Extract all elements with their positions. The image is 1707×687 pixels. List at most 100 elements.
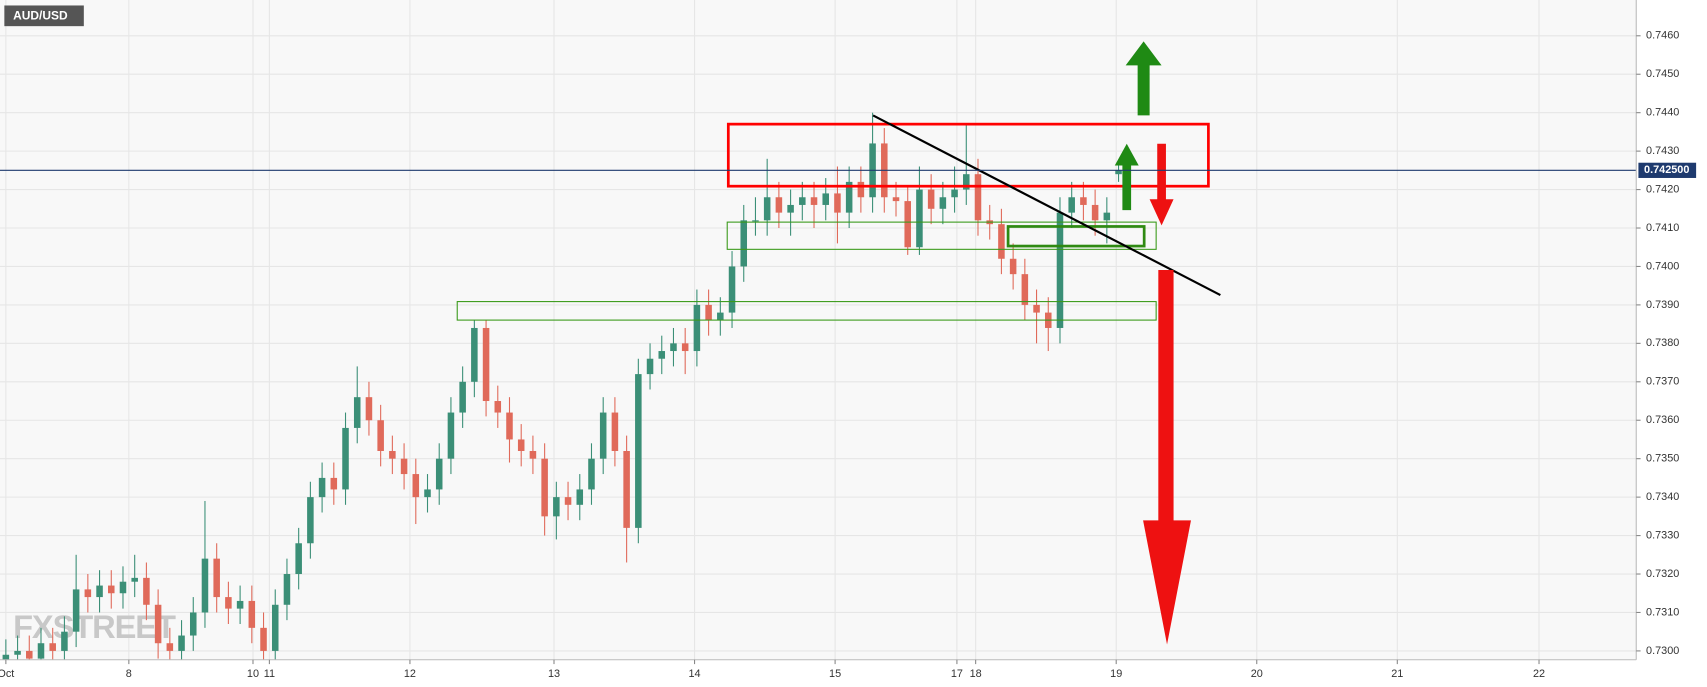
- candle-body: [201, 558, 209, 613]
- candle-body: [447, 412, 455, 459]
- x-tick-label: 14: [688, 668, 700, 680]
- last-price-label: 0.742500: [1644, 164, 1689, 176]
- y-tick-label: 0.7330: [1646, 529, 1679, 541]
- candle-body: [599, 412, 607, 459]
- candle-body: [14, 650, 21, 655]
- y-tick-label: 0.7360: [1646, 414, 1679, 426]
- candle-body: [693, 304, 701, 352]
- candle-body: [951, 189, 958, 198]
- candle-body: [295, 543, 302, 575]
- arrow-up-large: [1125, 41, 1162, 116]
- candle-body: [822, 193, 829, 205]
- candle-body: [517, 439, 525, 451]
- candle-body: [752, 220, 759, 222]
- chart-title: AUD/USD: [13, 9, 68, 23]
- y-tick-label: 0.7410: [1646, 222, 1679, 234]
- candle-body: [705, 304, 712, 321]
- arrow-down-small: [1149, 143, 1174, 226]
- candle-body: [330, 477, 338, 490]
- x-tick-label: 13: [548, 668, 560, 680]
- resistance-box: [726, 122, 1210, 188]
- candle-body: [2, 654, 10, 663]
- x-axis-area: [0, 659, 1707, 687]
- trend-line: [872, 114, 1221, 297]
- candle-body: [1068, 197, 1075, 213]
- candle-body: [787, 204, 794, 213]
- y-tick-label: 0.7440: [1646, 107, 1679, 119]
- candle-body: [236, 600, 244, 609]
- candle-body: [529, 450, 537, 459]
- candle-body: [646, 358, 654, 375]
- y-tick-label: 0.7350: [1646, 453, 1679, 465]
- candle-body: [1115, 170, 1122, 175]
- candle-body: [61, 631, 68, 651]
- candle-body: [318, 477, 326, 498]
- candle-body: [49, 643, 56, 651]
- support-box-bold: [1006, 225, 1146, 248]
- y-tick-label: 0.7450: [1646, 68, 1679, 80]
- candle-body: [471, 327, 478, 382]
- candle-body: [857, 181, 865, 198]
- candle-body: [845, 181, 853, 213]
- candle-body: [564, 497, 572, 505]
- candle-body: [1056, 212, 1064, 328]
- y-tick-label: 0.7340: [1646, 491, 1679, 503]
- candle-body: [541, 458, 548, 517]
- candle-body: [435, 458, 443, 490]
- candles: [2, 112, 1122, 678]
- candle-body: [963, 174, 970, 190]
- candle-body: [892, 197, 900, 202]
- candle-body: [248, 600, 256, 628]
- candle-body: [588, 458, 595, 490]
- candle-body: [1033, 304, 1040, 313]
- candle-body: [131, 577, 138, 582]
- x-tick-label: 11: [264, 668, 275, 680]
- candle-body: [611, 412, 619, 451]
- candle-body: [576, 489, 584, 505]
- support-box: [726, 221, 1157, 250]
- candle-body: [72, 589, 80, 632]
- candle-body: [283, 574, 291, 605]
- axes: 0.7300 0.7310 0.7320 0.7330 0.7340 0.7350 0.73…: [0, 30, 1679, 680]
- candle-body: [763, 197, 771, 221]
- candle-body: [728, 266, 736, 313]
- x-tick-label: 20: [1251, 668, 1263, 680]
- y-tick-label: 0.7430: [1646, 145, 1679, 157]
- candle-body: [108, 585, 115, 594]
- candle-body: [26, 650, 33, 659]
- candle-body: [271, 604, 279, 651]
- last-price-badge: [1638, 162, 1697, 178]
- candle-body: [119, 581, 127, 594]
- candle-body: [178, 635, 185, 651]
- candle-body: [96, 585, 103, 598]
- candle-body: [400, 458, 408, 475]
- candle-body: [1021, 274, 1029, 305]
- candle-body: [377, 420, 384, 451]
- x-tick-label: 22: [1533, 668, 1545, 680]
- y-tick-label: 0.7320: [1646, 568, 1679, 580]
- candle-body: [553, 497, 560, 517]
- candle-body: [904, 201, 911, 248]
- candle-body: [623, 450, 630, 528]
- candle-body: [775, 197, 783, 213]
- y-tick-label: 0.7310: [1646, 606, 1679, 618]
- symbol-badge: [4, 5, 84, 27]
- candle-body: [916, 189, 923, 248]
- x-tick-label: 12: [404, 668, 416, 680]
- candle-body: [154, 604, 162, 644]
- y-tick-label: 0.7400: [1646, 260, 1679, 272]
- grid: [0, 0, 1637, 660]
- candle-body: [834, 193, 841, 213]
- candle-body: [37, 643, 45, 659]
- y-tick-label: 0.7370: [1646, 376, 1679, 388]
- y-axis-area: [1636, 0, 1707, 687]
- annotations: [456, 41, 1221, 645]
- candle-body: [939, 197, 947, 209]
- candle-body: [143, 577, 150, 605]
- candle-body: [670, 343, 677, 352]
- watermark: FXSTREET: [13, 608, 176, 645]
- x-tick-label: 15: [829, 668, 841, 680]
- candle-body: [681, 343, 689, 352]
- x-tick-label: 17: [951, 668, 963, 680]
